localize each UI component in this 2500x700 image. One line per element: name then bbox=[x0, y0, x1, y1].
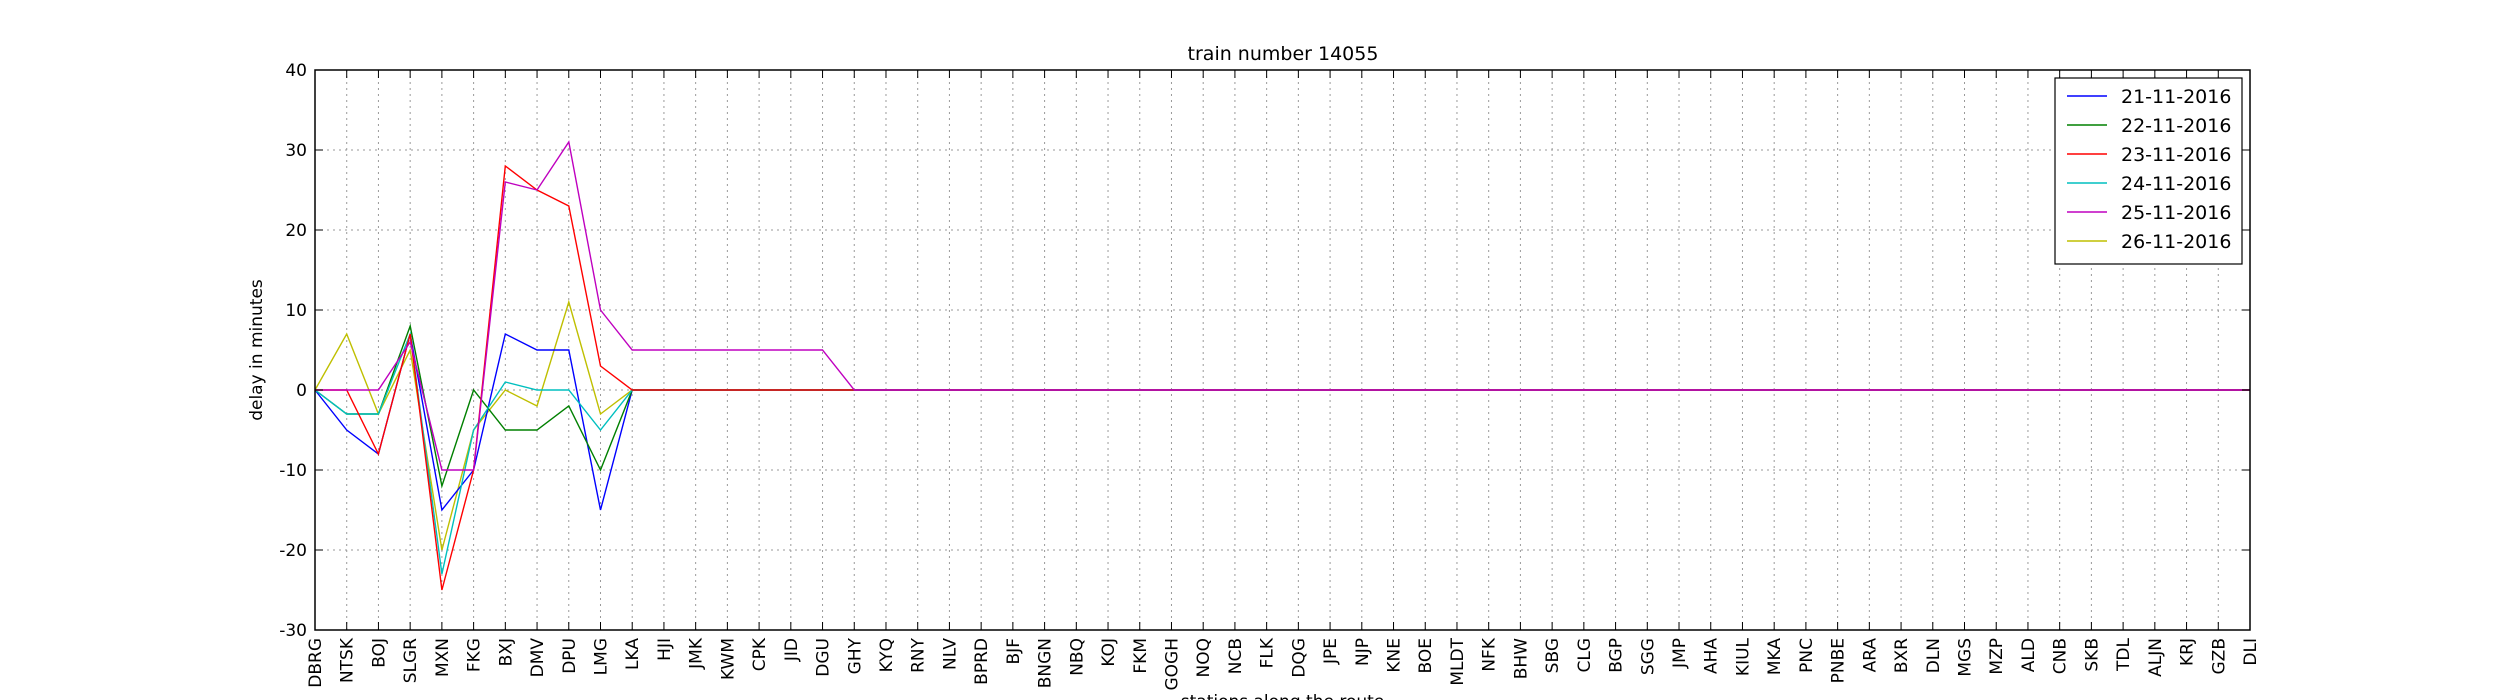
x-tick-label: CPK bbox=[750, 637, 770, 671]
x-tick-label: GOGH bbox=[1162, 638, 1182, 691]
chart-title: train number 14055 bbox=[1188, 43, 1379, 65]
legend-entry: 23-11-2016 bbox=[2121, 144, 2231, 166]
series-line-25-11-2016 bbox=[315, 140, 2250, 471]
x-tick-label: LKA bbox=[623, 638, 643, 670]
y-tick-label: -30 bbox=[279, 621, 307, 641]
x-tick-label: KNE bbox=[1385, 638, 1405, 673]
x-tick-label: CNB bbox=[2051, 638, 2071, 674]
grid bbox=[314, 69, 2251, 631]
x-tick-label: PNBE bbox=[1829, 638, 1849, 683]
x-tick-label: BOJ bbox=[369, 638, 389, 668]
x-tick-label: JID bbox=[782, 638, 802, 662]
x-tick-label: MLDT bbox=[1448, 637, 1468, 685]
x-tick-label: GZB bbox=[2209, 638, 2229, 674]
y-tick-label: 20 bbox=[285, 221, 307, 241]
x-tick-label: MKA bbox=[1765, 638, 1785, 676]
legend-entry: 24-11-2016 bbox=[2121, 173, 2231, 195]
legend: 21-11-2016 22-11-2016 23-11-2016 24-11-2016… bbox=[2054, 77, 2243, 265]
series-line-21-11-2016 bbox=[314, 332, 2250, 512]
series-lines bbox=[314, 140, 2250, 591]
series-line-26-11-2016 bbox=[314, 299, 2250, 551]
x-tick-label: BHW bbox=[1511, 638, 1531, 679]
x-tick-label: NCB bbox=[1226, 638, 1246, 674]
x-tick-label: ALD bbox=[2019, 638, 2039, 672]
x-tick-label: BPRD bbox=[972, 638, 992, 685]
y-tick-label: 40 bbox=[285, 61, 307, 81]
x-tick-label: BOE bbox=[1416, 638, 1436, 674]
legend-box bbox=[2054, 77, 2243, 265]
x-tick-label: DPU bbox=[560, 638, 580, 674]
x-tick-label: MXN bbox=[433, 638, 453, 677]
x-tick-label: KIUL bbox=[1733, 637, 1753, 676]
x-tick-label: BXJ bbox=[496, 638, 516, 666]
x-tick-label: DBRG bbox=[306, 638, 326, 688]
x-tick-label: PNC bbox=[1797, 638, 1817, 673]
legend-entry: 26-11-2016 bbox=[2121, 231, 2231, 253]
x-tick-label: KYQ bbox=[877, 638, 897, 672]
y-tick-label: 30 bbox=[285, 141, 307, 161]
x-tick-label: DMV bbox=[528, 638, 548, 678]
legend-entry: 21-11-2016 bbox=[2121, 86, 2231, 108]
x-tick-label: BJF bbox=[1004, 638, 1024, 664]
x-tick-label: BNGN bbox=[1036, 638, 1056, 688]
x-tick-label: DQG bbox=[1289, 638, 1309, 678]
x-tick-label: TDL bbox=[2114, 637, 2134, 671]
x-tick-label: KRJ bbox=[2178, 638, 2198, 666]
legend-entry: 25-11-2016 bbox=[2121, 202, 2231, 224]
y-tick-label: 10 bbox=[285, 301, 307, 321]
x-tick-label: SLGR bbox=[401, 638, 421, 683]
x-tick-label: ALJN bbox=[2146, 638, 2166, 677]
axis-ticks: -30 -20 -10 0 10 20 30 40 DBRG NTSK BOJ SLGR MXN FKG B… bbox=[279, 61, 2261, 691]
x-tick-label: AHA bbox=[1702, 638, 1722, 674]
x-tick-label: KOJ bbox=[1099, 638, 1119, 667]
x-tick-label: SGG bbox=[1638, 638, 1658, 675]
x-tick-label: NLV bbox=[940, 638, 960, 670]
x-tick-label: NOQ bbox=[1194, 638, 1214, 677]
series-line-22-11-2016 bbox=[314, 323, 2250, 489]
y-tick-label: 0 bbox=[296, 381, 307, 401]
x-tick-label: RNY bbox=[909, 637, 929, 673]
x-tick-label: NJP bbox=[1353, 638, 1373, 666]
x-tick-label: BXR bbox=[1892, 638, 1912, 673]
x-tick-label: MZP bbox=[1987, 638, 2007, 675]
y-tick-label: -20 bbox=[279, 541, 307, 561]
x-tick-label: GHY bbox=[845, 637, 865, 674]
x-tick-label: NBQ bbox=[1067, 638, 1087, 676]
y-axis-label: delay in minutes bbox=[247, 279, 267, 421]
x-tick-label: LMG bbox=[591, 638, 611, 675]
x-tick-label: SKB bbox=[2082, 638, 2102, 672]
x-tick-label: KWM bbox=[718, 638, 738, 680]
legend-entry: 22-11-2016 bbox=[2121, 115, 2231, 137]
x-tick-label: JPE bbox=[1321, 638, 1341, 665]
plot-frame bbox=[314, 69, 2251, 631]
x-tick-label: FKM bbox=[1131, 638, 1151, 674]
x-tick-label: SBG bbox=[1543, 638, 1563, 673]
x-tick-label: FLK bbox=[1258, 637, 1278, 668]
x-tick-label: JMK bbox=[687, 637, 707, 670]
x-tick-label: FKG bbox=[465, 638, 485, 672]
x-tick-label: ARA bbox=[1860, 638, 1880, 673]
x-tick-label: MGS bbox=[1956, 638, 1976, 677]
y-tick-label: -10 bbox=[279, 461, 307, 481]
x-tick-label: DGU bbox=[814, 638, 834, 677]
x-tick-label: DLI bbox=[2241, 638, 2261, 666]
x-tick-label: HJI bbox=[655, 638, 675, 661]
x-tick-label: DLN bbox=[1924, 638, 1944, 673]
x-tick-label: BGP bbox=[1607, 638, 1627, 673]
x-tick-label: JMP bbox=[1670, 638, 1690, 669]
x-tick-label: CLG bbox=[1575, 638, 1595, 673]
x-axis-label: stations along the route bbox=[1181, 692, 1385, 700]
x-tick-label: NTSK bbox=[338, 637, 358, 683]
x-tick-label: NFK bbox=[1480, 637, 1500, 671]
